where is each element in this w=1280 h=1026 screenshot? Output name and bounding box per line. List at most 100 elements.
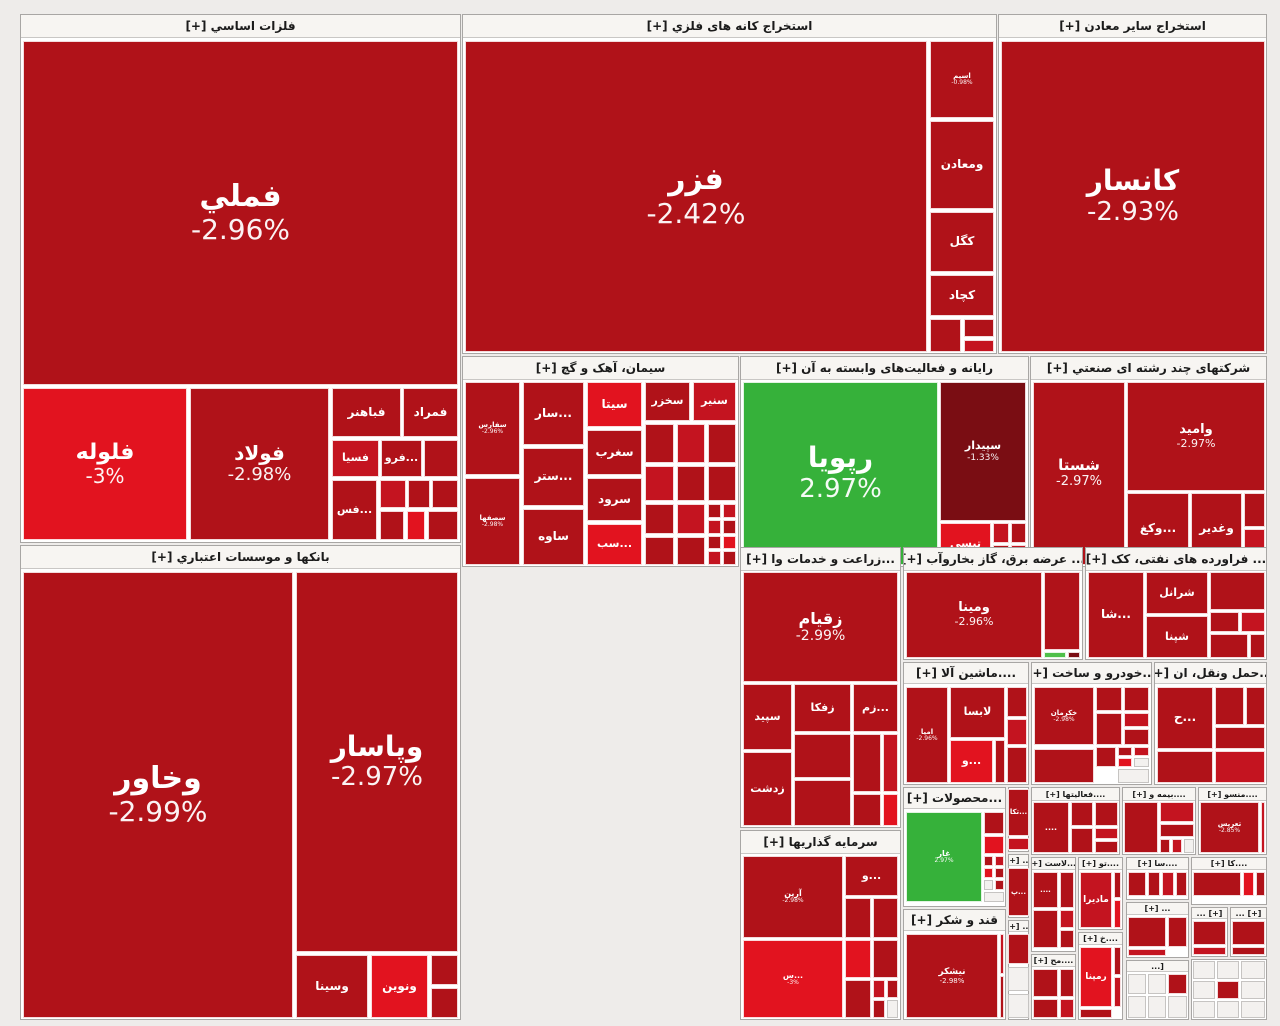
tile-metal-ores[interactable]: کچاد <box>930 275 994 316</box>
tile[interactable] <box>1160 802 1194 822</box>
tile[interactable] <box>1193 1001 1215 1018</box>
section-header-micro-x[interactable]: ... [+] <box>1009 921 1028 932</box>
tile[interactable] <box>1096 687 1122 711</box>
tile[interactable] <box>1193 872 1241 896</box>
tile-agriculture[interactable]: زقیام -2.99% <box>743 572 898 682</box>
tile[interactable] <box>995 880 1004 890</box>
tile-machinery[interactable]: امیا -2.96% <box>906 687 948 783</box>
tile[interactable] <box>1134 758 1149 767</box>
tile-oil-products[interactable]: ...شا <box>1088 572 1144 658</box>
tile-conglomerates[interactable]: شستا -2.97% <box>1033 382 1125 565</box>
tile[interactable] <box>1000 976 1004 1018</box>
tile[interactable] <box>1215 727 1265 749</box>
tile-investment[interactable]: آرین -2.98% <box>743 856 843 938</box>
tile[interactable] <box>1246 687 1265 725</box>
section-header-ka[interactable]: ....کا [+] <box>1192 858 1266 870</box>
tile[interactable] <box>1217 1001 1239 1018</box>
section-header-computer[interactable]: رایانه و فعالیت‌های وابسته به آن [+] <box>741 357 1028 380</box>
tile-cement[interactable]: سرود <box>587 478 642 521</box>
tile[interactable] <box>723 551 736 565</box>
tile[interactable] <box>1128 949 1166 956</box>
tile[interactable] <box>1114 872 1121 898</box>
tile[interactable] <box>645 504 674 534</box>
tile-cement[interactable]: ساوه <box>523 509 584 565</box>
tile[interactable] <box>708 551 721 565</box>
tile[interactable] <box>853 794 881 826</box>
tile-cement[interactable]: سیتا <box>587 382 642 427</box>
tile[interactable] <box>995 856 1004 866</box>
tile[interactable] <box>1034 749 1094 783</box>
section-header-other-mining[interactable]: استخراج سایر معادن [+] <box>999 15 1266 38</box>
tile[interactable] <box>1162 872 1174 896</box>
tile[interactable] <box>1148 872 1160 896</box>
tile[interactable] <box>1118 747 1132 756</box>
section-header-conglomerates[interactable]: شرکتهای چند رشته ای صنعتي [+] <box>1031 357 1266 380</box>
tile-agriculture[interactable]: زفکا <box>794 684 851 732</box>
tile[interactable] <box>1007 747 1027 783</box>
tile-computer[interactable]: رپویا 2.97% <box>743 382 938 565</box>
section-header-utilities[interactable]: ... عرضه برق، گاز بخاروآب [+] <box>904 548 1082 571</box>
tile-cement[interactable]: سنیر <box>693 382 736 421</box>
section-header-ka-sub2[interactable]: [+] ... <box>1231 908 1266 919</box>
tile-activities[interactable]: .... <box>1033 802 1069 853</box>
tile-tavo[interactable]: مادیرا <box>1080 872 1112 928</box>
tile-textiles[interactable]: تعریس -2.85% <box>1200 802 1259 853</box>
tile[interactable] <box>1060 969 1074 997</box>
tile[interactable] <box>708 504 721 518</box>
tile[interactable] <box>984 868 993 878</box>
tile[interactable] <box>380 480 406 508</box>
tile[interactable] <box>995 740 1005 783</box>
tile[interactable] <box>883 794 898 826</box>
section-header-insurance[interactable]: ....بیمه و [+] <box>1123 788 1195 801</box>
tile-sugar[interactable]: نیشکر -2.98% <box>906 934 998 1018</box>
section-header-sa-sub[interactable]: ... [+] <box>1127 903 1188 915</box>
tile-cement[interactable]: سفارس -2.96% <box>465 382 520 475</box>
section-header-kha[interactable]: ....خ [+] <box>1079 933 1122 945</box>
tile[interactable] <box>1168 974 1187 994</box>
tile[interactable] <box>887 980 898 998</box>
tile[interactable] <box>1044 652 1066 658</box>
section-header-textiles[interactable]: ....منسو [+] <box>1199 788 1266 801</box>
section-header-auto[interactable]: ...خودرو و ساخت [+] <box>1032 663 1151 684</box>
tile[interactable] <box>1172 839 1182 853</box>
tile[interactable] <box>1095 828 1118 839</box>
tile[interactable] <box>1215 687 1244 725</box>
tile[interactable] <box>1071 802 1093 826</box>
tile[interactable] <box>1176 872 1187 896</box>
tile[interactable] <box>1118 758 1132 767</box>
tile[interactable] <box>1008 838 1029 850</box>
section-header-banks[interactable]: بانکها و موسسات اعتباري [+] <box>21 546 460 569</box>
tile-micro-p[interactable]: ...پ <box>1008 868 1029 916</box>
tile-food-products[interactable]: غار 2.97% <box>906 812 982 902</box>
tile-machinery[interactable]: ...و <box>950 740 993 783</box>
tile[interactable] <box>995 868 1004 878</box>
section-header-investment[interactable]: سرمایه گذاریها [+] <box>741 831 900 854</box>
tile[interactable] <box>708 520 721 534</box>
section-header-activities[interactable]: ....فعالیتها [+] <box>1032 788 1119 801</box>
tile[interactable] <box>1148 974 1166 994</box>
tile[interactable] <box>708 536 721 549</box>
tile[interactable] <box>1114 977 1121 1007</box>
tile[interactable] <box>1060 872 1074 908</box>
tile[interactable] <box>407 511 425 540</box>
tile[interactable] <box>1193 947 1226 955</box>
section-header-sa-sub2[interactable]: [... <box>1127 961 1188 972</box>
tile[interactable] <box>645 424 674 463</box>
tile[interactable] <box>1033 969 1058 997</box>
tile[interactable] <box>964 319 994 337</box>
tile[interactable] <box>1241 612 1265 632</box>
tile-basic-metals[interactable]: فمراد <box>403 388 458 437</box>
tile[interactable] <box>1243 872 1254 896</box>
tile[interactable] <box>1060 910 1074 928</box>
tile[interactable] <box>1210 572 1265 610</box>
tile-banks[interactable]: ونوین <box>371 955 428 1018</box>
tile[interactable] <box>873 1000 885 1018</box>
tile[interactable] <box>1011 523 1026 543</box>
tile[interactable] <box>1134 747 1149 756</box>
tile-metal-ores[interactable]: فزر -2.42% <box>465 41 927 352</box>
tile-banks[interactable]: وسینا <box>296 955 368 1018</box>
tile-rubber[interactable]: .... <box>1033 872 1058 908</box>
tile[interactable] <box>1044 572 1080 650</box>
tile[interactable] <box>1148 996 1166 1018</box>
tile-transport[interactable]: ...ح <box>1157 687 1213 749</box>
